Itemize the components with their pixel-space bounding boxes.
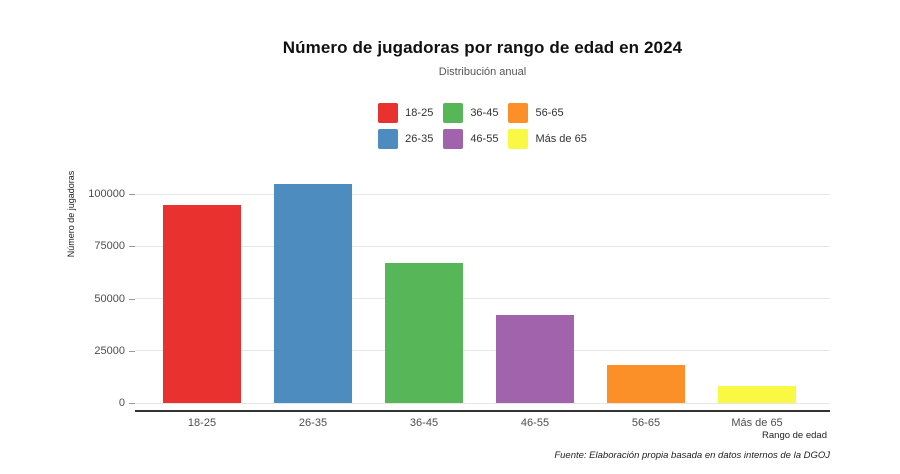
bar-56-65 <box>607 365 685 403</box>
x-tick-label-56-65: 56-65 <box>631 417 661 429</box>
bar-26-35 <box>274 183 352 403</box>
x-axis-title: Rango de edad <box>762 430 827 441</box>
plot-panel: 0 25000 50000 75000 100000 18-25 26-35 36-45 46-… <box>88 168 830 429</box>
legend-label: 36-45 <box>470 107 499 119</box>
legend-label: 18-25 <box>405 107 434 119</box>
legend-swatch-icon <box>508 103 529 123</box>
legend-label: 56-65 <box>535 107 564 119</box>
legend-item-Más de 65: Más de 65 <box>508 129 587 149</box>
gridline-y-25000 <box>135 350 830 352</box>
y-tick-mark-25000 <box>129 350 135 352</box>
legend-swatch-icon <box>443 103 464 123</box>
x-tick-label-Más de 65: Más de 65 <box>731 417 783 429</box>
legend-swatch-icon <box>378 103 399 123</box>
x-tick-label-18-25: 18-25 <box>187 417 217 429</box>
x-tick-label-36-45: 36-45 <box>409 417 439 429</box>
legend-label: 26-35 <box>405 133 434 145</box>
gridline-y-75000 <box>135 245 830 247</box>
y-tick-label-0: 0 <box>118 397 125 409</box>
gridline-y-0 <box>135 402 830 404</box>
y-tick-label-50000: 50000 <box>94 292 125 305</box>
x-axis-line <box>135 410 830 412</box>
source-caption: Fuente: Elaboración propia basada en dat… <box>554 450 830 461</box>
legend-item-36-45: 36-45 <box>443 103 498 123</box>
bar-Más de 65 <box>718 386 796 403</box>
y-tick-mark-0 <box>129 403 135 404</box>
x-tick-label-46-55: 46-55 <box>520 417 550 429</box>
legend-item-26-35: 26-35 <box>378 129 433 149</box>
y-tick-mark-75000 <box>129 246 135 248</box>
x-tick-label-26-35: 26-35 <box>298 417 328 429</box>
legend-label: 46-55 <box>470 133 499 145</box>
legend-swatch-icon <box>508 129 529 149</box>
gridline-y-50000 <box>135 298 830 300</box>
y-tick-mark-100000 <box>129 194 135 196</box>
bar-46-55 <box>496 315 574 403</box>
gridline-y-100000 <box>135 193 830 195</box>
bar-36-45 <box>385 263 463 403</box>
y-tick-label-100000: 100000 <box>88 188 125 201</box>
legend-grid: 18-25 26-35 36-45 46-55 56-65 Más de 65 <box>378 103 587 149</box>
chart-subtitle: Distribución anual <box>438 66 527 78</box>
legend: 18-25 26-35 36-45 46-55 56-65 Más de 65 <box>135 103 830 149</box>
y-tick-label-75000: 75000 <box>94 240 125 253</box>
legend-swatch-icon <box>443 129 464 149</box>
bar-18-25 <box>163 204 241 403</box>
y-tick-mark-50000 <box>129 298 135 300</box>
legend-item-56-65: 56-65 <box>508 103 586 123</box>
legend-item-46-55: 46-55 <box>443 129 498 149</box>
legend-swatch-icon <box>378 129 399 149</box>
chart-title: Número de jugadoras por rango de edad en… <box>282 38 683 57</box>
y-tick-label-25000: 25000 <box>94 344 125 357</box>
legend-item-18-25: 18-25 <box>378 103 433 123</box>
legend-label: Más de 65 <box>535 133 587 145</box>
